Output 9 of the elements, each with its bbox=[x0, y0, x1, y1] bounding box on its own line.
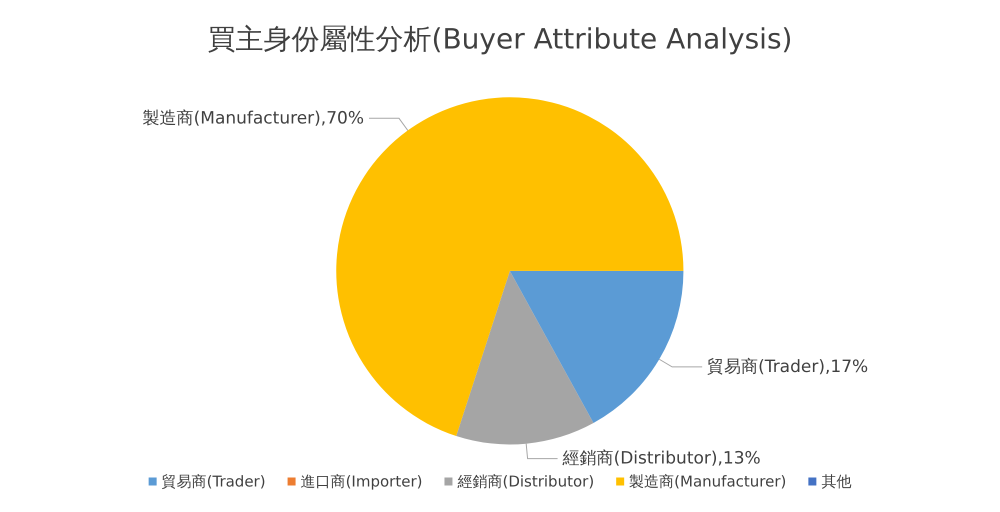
legend-label: 貿易商(Trader) bbox=[162, 472, 266, 490]
legend-label: 其他 bbox=[821, 472, 852, 490]
category-label: 經銷商(Distributor),13% bbox=[562, 448, 761, 469]
category-label: 貿易商(Trader),17% bbox=[707, 356, 868, 377]
legend-label: 進口商(Importer) bbox=[300, 472, 422, 490]
chart-title: 買主身份屬性分析(Buyer Attribute Analysis) bbox=[208, 22, 792, 56]
legend-label: 製造商(Manufacturer) bbox=[629, 472, 786, 490]
legend-label: 經銷商(Distributor) bbox=[456, 472, 594, 490]
category-label: 製造商(Manufacturer),70% bbox=[142, 108, 364, 128]
